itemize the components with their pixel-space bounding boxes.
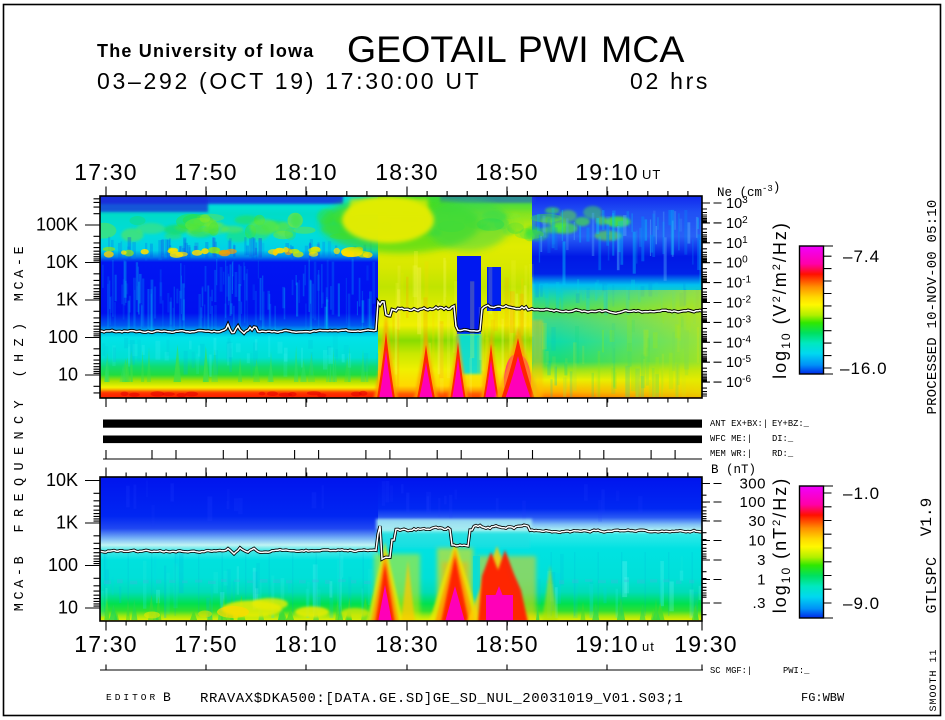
svg-text:1K: 1K — [56, 513, 78, 533]
svg-text:.3: .3 — [752, 595, 766, 612]
svg-text:19:10: 19:10 — [575, 159, 639, 185]
svg-text:10: 10 — [748, 533, 766, 550]
svg-text:19:30: 19:30 — [674, 631, 738, 657]
svg-text:02 hrs: 02 hrs — [630, 68, 710, 94]
svg-text:PWI:_: PWI:_ — [783, 666, 810, 676]
svg-text:B (nT): B (nT) — [711, 463, 756, 477]
svg-text:ut: ut — [642, 639, 655, 654]
svg-text:17:50: 17:50 — [174, 159, 238, 185]
svg-text:MCA-B: MCA-B — [13, 553, 28, 612]
svg-text:10K: 10K — [46, 252, 78, 272]
svg-text:UT: UT — [642, 167, 661, 182]
svg-text:17:30: 17:30 — [74, 159, 138, 185]
svg-text:RD:_: RD:_ — [772, 449, 794, 459]
svg-text:100: 100 — [48, 555, 78, 575]
svg-text:B: B — [163, 690, 171, 705]
svg-text:18:50: 18:50 — [475, 631, 539, 657]
svg-text:MCA-E: MCA-E — [13, 243, 28, 302]
svg-text:SC MGF:|: SC MGF:| — [710, 666, 752, 676]
svg-text:GEOTAIL PWI MCA: GEOTAIL PWI MCA — [347, 28, 684, 70]
svg-text:WFC ME:|: WFC ME:| — [710, 434, 752, 444]
svg-text:18:30: 18:30 — [375, 159, 439, 185]
svg-text:18:10: 18:10 — [274, 631, 338, 657]
svg-text:17:50: 17:50 — [174, 631, 238, 657]
svg-text:EDITOR: EDITOR — [106, 692, 158, 703]
svg-text:03–292 (OCT 19) 17:30:00 UT: 03–292 (OCT 19) 17:30:00 UT — [97, 68, 481, 94]
svg-text:10: 10 — [58, 598, 78, 618]
svg-text:The University of Iowa: The University of Iowa — [97, 41, 314, 61]
svg-text:FREQUENCY (HZ): FREQUENCY (HZ) — [13, 315, 28, 532]
svg-text:1K: 1K — [56, 290, 78, 310]
svg-text:30: 30 — [748, 513, 766, 530]
svg-text:100K: 100K — [36, 215, 78, 235]
svg-text:–1.0: –1.0 — [843, 484, 880, 503]
svg-text:19:10: 19:10 — [575, 631, 639, 657]
svg-text:–16.0: –16.0 — [840, 359, 888, 378]
svg-text:ANT EX+BX:|: ANT EX+BX:| — [710, 419, 768, 429]
svg-text:log10 (nT2/Hz): log10 (nT2/Hz) — [770, 477, 793, 614]
svg-text:18:10: 18:10 — [274, 159, 338, 185]
svg-text:17:30: 17:30 — [74, 631, 138, 657]
svg-text:GTLSPC: GTLSPC — [924, 556, 941, 613]
svg-text:RRAVAX$DKA500:[DATA.GE.SD]GE_S: RRAVAX$DKA500:[DATA.GE.SD]GE_SD_NUL_2003… — [200, 691, 683, 707]
svg-text:DI:_: DI:_ — [772, 434, 794, 444]
svg-text:MEM WR:|: MEM WR:| — [710, 449, 752, 459]
svg-text:100: 100 — [739, 494, 766, 511]
svg-text:SMOOTH 11: SMOOTH 11 — [929, 648, 940, 711]
svg-text:EY+BZ:_: EY+BZ:_ — [772, 419, 810, 429]
svg-text:10K: 10K — [46, 470, 78, 490]
svg-text:18:50: 18:50 — [475, 159, 539, 185]
svg-text:100: 100 — [48, 327, 78, 347]
svg-text:18:30: 18:30 — [375, 631, 439, 657]
svg-text:–7.4: –7.4 — [843, 247, 880, 266]
svg-text:3: 3 — [757, 552, 766, 569]
svg-text:300: 300 — [739, 476, 766, 493]
svg-text:V1.9: V1.9 — [918, 498, 936, 536]
svg-text:–9.0: –9.0 — [843, 594, 880, 613]
svg-text:1: 1 — [757, 572, 766, 589]
svg-text:FG:WBW: FG:WBW — [801, 691, 845, 705]
svg-text:PROCESSED 10-NOV-00 05:10: PROCESSED 10-NOV-00 05:10 — [925, 199, 941, 414]
svg-text:10: 10 — [58, 365, 78, 385]
